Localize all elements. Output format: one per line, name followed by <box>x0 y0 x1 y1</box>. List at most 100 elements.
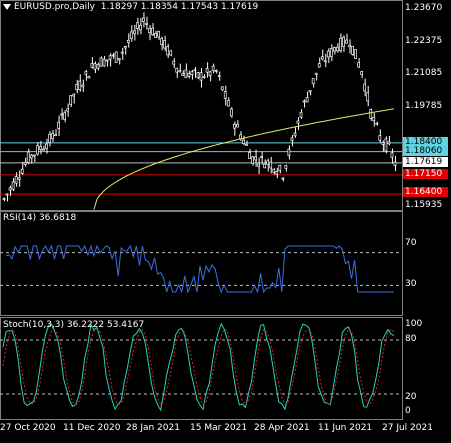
candle-body <box>254 156 257 161</box>
candle-body <box>151 27 154 36</box>
candle-body <box>293 132 297 137</box>
candle-body <box>323 60 327 63</box>
candle-body <box>84 71 88 75</box>
candle-body <box>284 165 288 169</box>
price-label-support-1: 1.18400 <box>403 137 448 147</box>
candle-body <box>236 124 239 128</box>
candle-body <box>32 154 36 157</box>
stoch-label: Stoch(10,3,3) 36.2222 53.4167 <box>3 320 145 330</box>
candle-body <box>214 70 218 72</box>
candle-body <box>223 91 227 99</box>
candle-body <box>132 30 136 34</box>
candle-body <box>287 148 291 156</box>
candle-body <box>308 90 312 93</box>
candle-body <box>157 30 160 38</box>
candle-body <box>229 108 233 117</box>
candle-body <box>384 138 388 152</box>
candle-body <box>290 137 294 142</box>
candle-body <box>333 47 336 52</box>
candle-body <box>142 17 145 22</box>
candle-body <box>320 56 324 60</box>
candle-body <box>269 161 273 169</box>
chart-header: EURUSD.pro,Daily 1.18297 1.18354 1.17543… <box>3 2 258 12</box>
candle-body <box>81 84 85 88</box>
current-price-label: 1.17619 <box>403 157 448 167</box>
candle-body <box>184 69 188 79</box>
price-label-support-2: 1.18060 <box>403 146 448 156</box>
candle-body <box>169 50 173 56</box>
candle-body <box>342 36 345 47</box>
candle-body <box>390 152 394 158</box>
candle-body <box>354 49 357 59</box>
candle-body <box>111 54 115 57</box>
candle-body <box>75 84 79 91</box>
candle-body <box>357 62 360 68</box>
candle-body <box>72 93 76 97</box>
candle-body <box>93 63 97 70</box>
stoch-main-line <box>2 322 395 412</box>
candle-body <box>196 72 200 78</box>
candle-body <box>248 152 251 160</box>
candle-body <box>54 134 57 137</box>
candle-body <box>339 37 342 52</box>
candle-body <box>302 100 306 103</box>
stoch-tick: 20 <box>405 392 417 402</box>
candle-body <box>266 160 270 165</box>
candle-body <box>163 40 167 49</box>
candle-body <box>369 109 373 119</box>
price-tick: 1.23670 <box>405 3 443 13</box>
candle-body <box>181 72 185 76</box>
candle-body <box>48 134 51 143</box>
candle-body <box>8 187 12 191</box>
candle-body <box>105 59 109 62</box>
candle-body <box>199 72 203 81</box>
candle-body <box>90 63 94 68</box>
date-label: 27 Oct 2020 <box>0 423 56 433</box>
candle-body <box>145 23 148 25</box>
candle-body <box>172 60 176 65</box>
candle-body <box>363 83 367 92</box>
stoch-tick: 80 <box>405 334 417 344</box>
collapse-arrow-icon[interactable] <box>3 3 11 10</box>
candle-body <box>190 71 194 76</box>
price-tick: 1.21085 <box>405 68 443 78</box>
main-panel-frame <box>0 0 403 211</box>
candle-body <box>381 142 385 145</box>
candle-body <box>348 44 351 48</box>
candle-body <box>326 50 330 58</box>
price-label-resistance-1: 1.17150 <box>403 169 448 179</box>
rsi-panel-frame <box>0 211 403 316</box>
candle-body <box>2 198 6 200</box>
candle-body <box>372 117 376 122</box>
candle-body <box>26 151 30 163</box>
candle-body <box>281 177 285 180</box>
candle-body <box>345 39 348 44</box>
candle-body <box>35 145 39 155</box>
stoch-signal-line <box>2 328 395 406</box>
ohlc-values: 1.18297 1.18354 1.17543 1.17619 <box>100 2 259 12</box>
price-tick: 1.15935 <box>405 200 443 210</box>
candle-body <box>305 97 309 103</box>
candle-body <box>202 76 206 78</box>
candle-body <box>136 22 139 29</box>
date-label: 11 Dec 2020 <box>63 423 121 433</box>
candle-body <box>57 121 60 129</box>
candle-body <box>148 28 151 33</box>
candle-body <box>17 177 21 180</box>
candle-body <box>117 58 121 61</box>
rsi-line <box>5 244 394 294</box>
candle-body <box>69 95 73 105</box>
candle-body <box>129 31 133 39</box>
rsi-label: RSI(14) 36.6818 <box>3 213 77 223</box>
candle-body <box>114 51 118 63</box>
candle-body <box>217 75 221 77</box>
candle-body <box>178 70 182 73</box>
candle-body <box>126 40 130 43</box>
candle-body <box>193 69 197 72</box>
candle-body <box>360 71 364 75</box>
candle-body <box>299 111 303 118</box>
candle-body <box>260 156 263 158</box>
candle-body <box>336 46 339 52</box>
